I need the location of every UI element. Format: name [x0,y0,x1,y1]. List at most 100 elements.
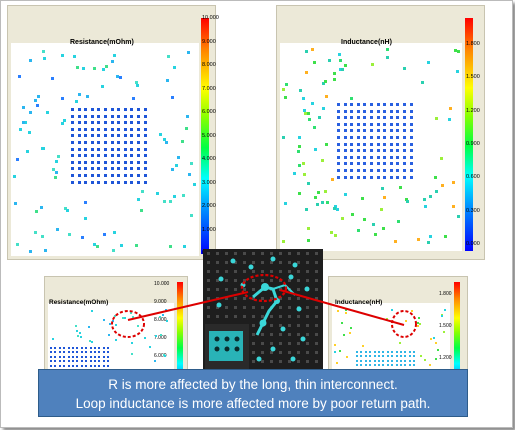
map-dot [123,317,125,319]
map-dot [350,103,354,106]
map-dot [26,150,29,153]
map-dot [322,107,325,110]
map-dot [404,355,407,358]
resistance-zoom-title: Resistance(mOhm) [49,299,109,306]
map-dot [454,49,457,52]
map-dot [97,114,101,118]
inductance-colorbar [465,18,473,251]
map-dot [113,231,116,234]
map-dot [84,141,88,144]
map-dot [376,169,380,172]
colorbar-tick-label: 3.000 [202,179,216,186]
map-dot [116,75,119,78]
map-dot [143,127,147,131]
map-dot [173,66,176,69]
map-dot [370,103,373,106]
map-dot [54,176,57,179]
map-dot [337,310,339,312]
map-dot [413,351,416,353]
map-dot [94,355,96,358]
map-dot [378,364,380,367]
map-dot [130,154,134,158]
map-dot [303,173,306,176]
map-dot [79,332,81,334]
map-dot [389,109,393,113]
map-dot [391,309,393,311]
map-dot [336,362,338,364]
map-dot [123,167,127,171]
map-dot [90,160,94,164]
map-dot [307,227,310,230]
map-dot [137,180,140,184]
map-dot [334,351,336,353]
map-dot [350,155,354,159]
inductance-zoom-highlight-ellipse [391,310,417,338]
map-dot [80,351,83,354]
map-dot [373,364,376,367]
map-dot [383,162,387,166]
map-dot [383,155,387,159]
map-dot [420,355,422,357]
map-dot [356,364,358,367]
map-dot [372,223,375,226]
map-dot [311,48,314,51]
map-dot [76,351,79,354]
map-dot [75,100,78,103]
colorbar-tick-label: 6.000 [202,109,216,115]
map-dot [117,167,121,171]
map-dot [135,81,138,84]
map-dot [175,164,178,167]
map-dot [63,360,66,363]
map-dot [376,155,380,159]
map-dot [337,103,340,106]
map-dot [363,116,367,120]
map-dot [370,122,373,126]
map-dot [123,121,127,125]
map-dot [137,134,140,138]
inductance-title: Inductance(nH) [341,39,392,46]
map-dot [429,364,431,366]
map-dot [337,116,340,120]
map-dot [16,243,19,246]
map-dot [350,149,354,153]
inductance-plot-area [280,43,462,251]
colorbar-tick-label: 6.000 [154,353,167,359]
map-dot [166,320,168,322]
map-dot [34,231,37,234]
map-dot [80,336,82,338]
map-dot [409,175,413,179]
map-dot [85,364,88,367]
map-dot [391,364,394,367]
map-dot [85,347,88,349]
map-dot [94,364,96,367]
map-dot [110,174,114,177]
map-dot [356,162,360,166]
map-dot [124,317,126,319]
map-dot [16,158,19,161]
map-dot [143,180,147,184]
map-dot [307,239,310,242]
map-dot [90,121,94,125]
map-dot [328,59,331,62]
map-dot [380,208,383,211]
map-dot [64,207,67,210]
map-dot [97,174,101,177]
map-dot [356,149,360,153]
map-dot [337,122,340,126]
board-layout-drawing [203,249,323,374]
map-dot [411,310,413,312]
map-dot [185,127,188,130]
map-dot [378,355,380,358]
map-dot [22,106,25,109]
map-dot [123,127,127,131]
map-dot [78,93,81,96]
map-dot [76,66,79,69]
map-dot [299,89,302,92]
map-dot [373,351,376,353]
map-dot [382,227,385,230]
map-dot [337,162,340,166]
map-dot [190,214,193,217]
map-dot [71,147,74,151]
map-dot [57,155,60,158]
map-dot [66,209,69,212]
